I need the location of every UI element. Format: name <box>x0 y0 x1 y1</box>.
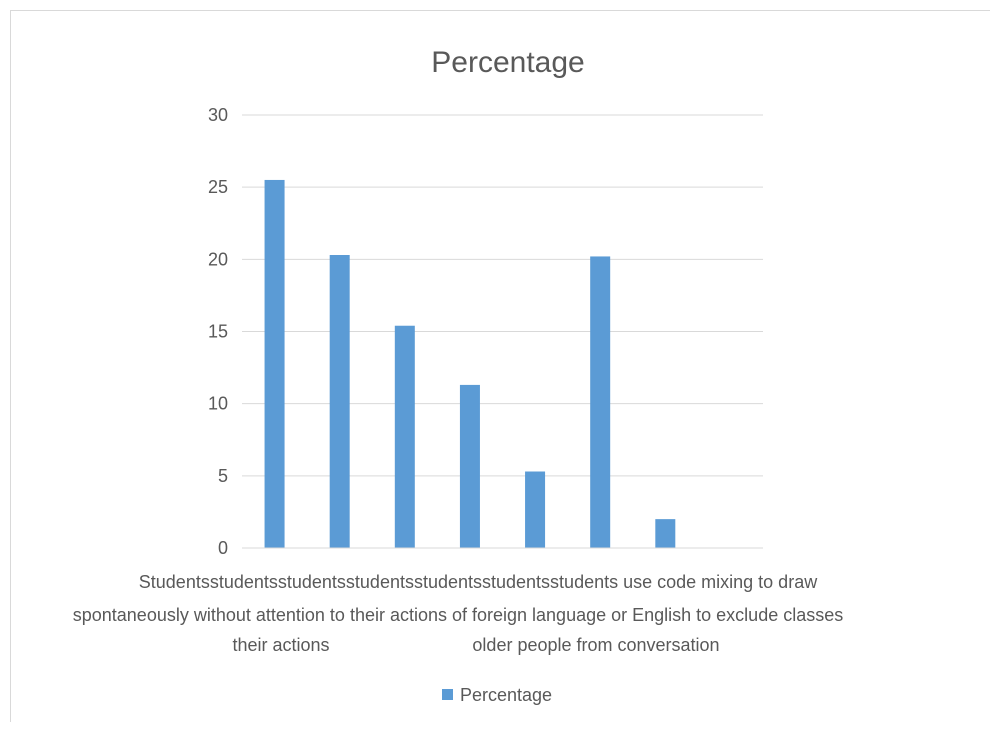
bar <box>394 325 415 548</box>
bar <box>655 519 676 548</box>
category-label-line-1: Studentsstudentsstudentsstudentsstudents… <box>139 572 818 592</box>
category-label-line-3b: older people from conversation <box>472 635 719 655</box>
legend-label: Percentage <box>460 685 552 705</box>
y-tick-label: 30 <box>208 105 228 125</box>
bar <box>525 471 546 548</box>
bar <box>459 384 480 548</box>
legend: Percentage <box>442 685 552 705</box>
chart-title: Percentage <box>431 46 584 79</box>
chart-frame <box>10 10 990 722</box>
category-label-line-2: spontaneously without attention to their… <box>73 605 843 625</box>
bar <box>329 255 350 548</box>
category-labels: Studentsstudentsstudentsstudentsstudents… <box>73 572 843 655</box>
y-tick-label: 10 <box>208 394 228 414</box>
legend-swatch <box>442 689 453 700</box>
y-tick-label: 15 <box>208 322 228 342</box>
y-tick-label: 25 <box>208 177 228 197</box>
bars <box>264 179 676 548</box>
y-axis-ticks: 0 5 10 15 20 25 30 <box>208 105 228 558</box>
bar <box>264 179 285 548</box>
y-tick-label: 0 <box>218 538 228 558</box>
category-label-line-3a: their actions <box>232 635 329 655</box>
y-tick-label: 5 <box>218 466 228 486</box>
bar <box>590 256 611 548</box>
gridlines <box>242 114 763 477</box>
y-tick-label: 20 <box>208 249 228 269</box>
